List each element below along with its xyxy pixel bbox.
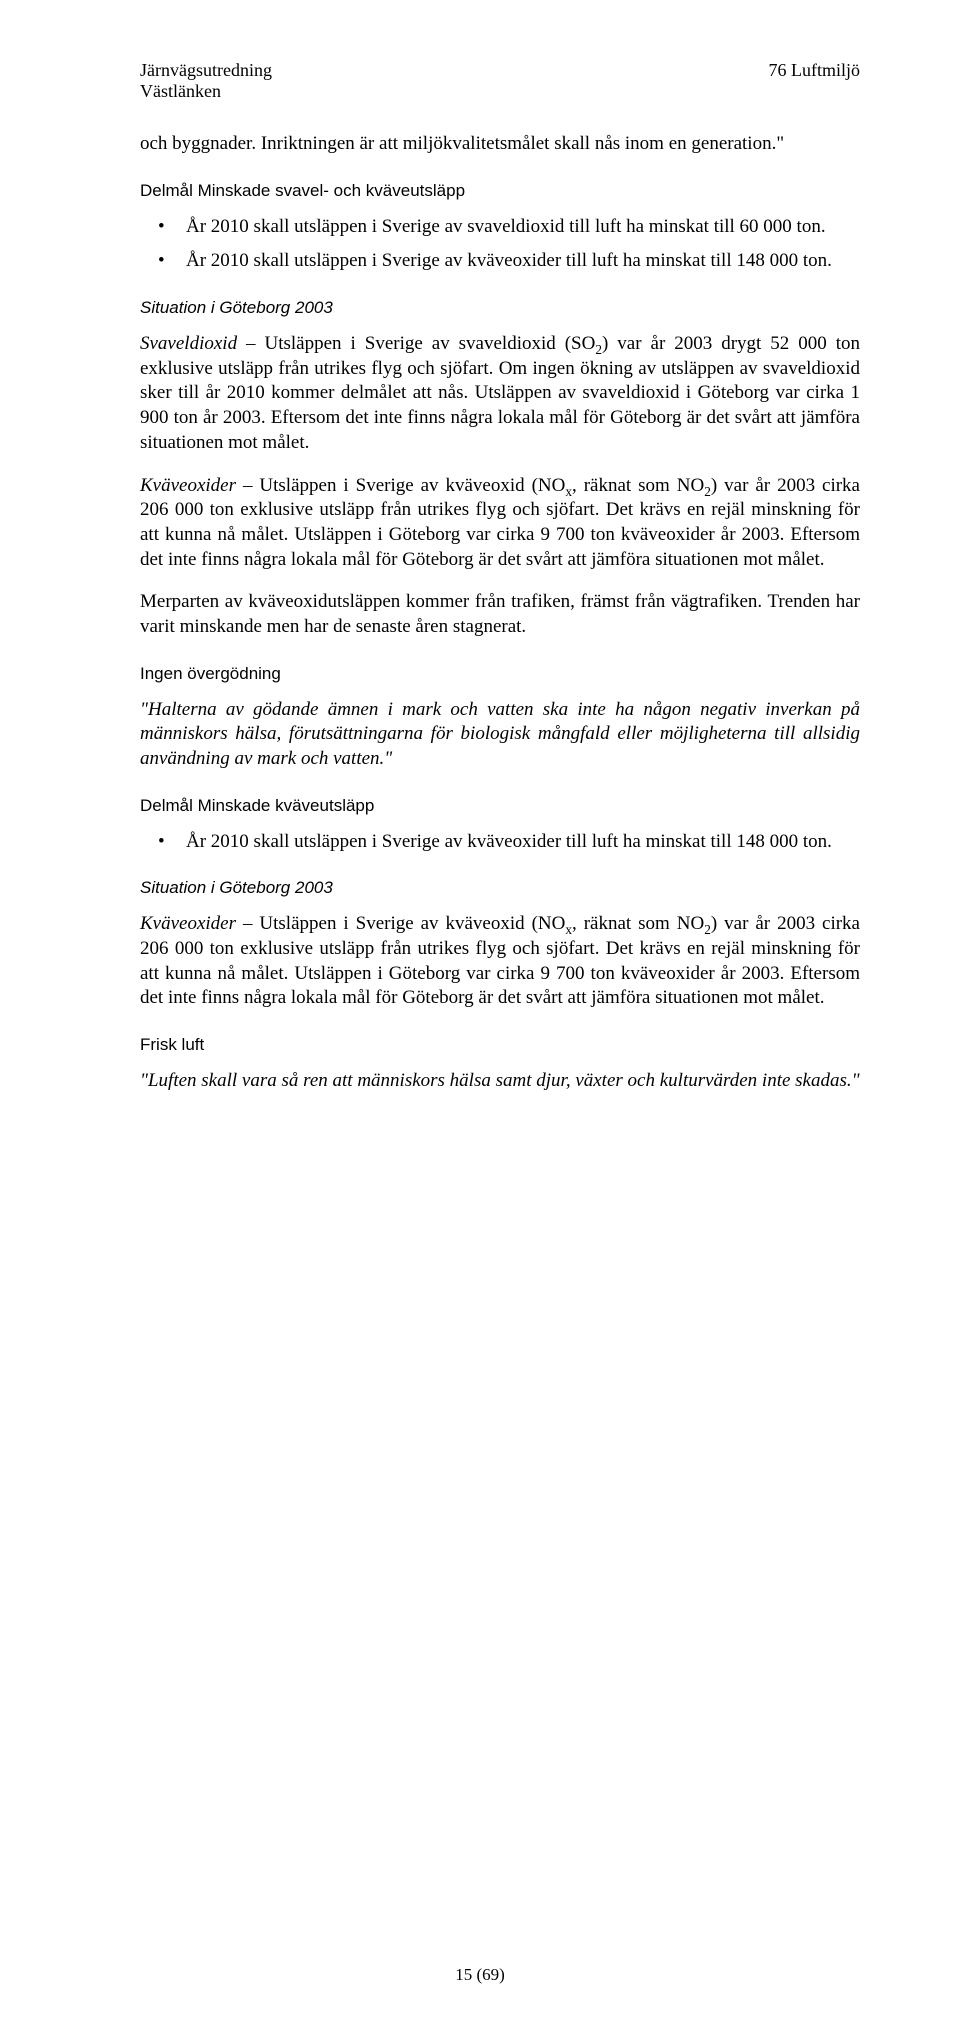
paragraph-svaveldioxid: Svaveldioxid – Utsläppen i Sverige av sv… [140,332,860,455]
subscript: 2 [595,342,602,357]
page-header: Järnvägsutredning Västlänken 76 Luftmilj… [140,60,860,102]
heading-situation-2: Situation i Göteborg 2003 [140,878,860,898]
paragraph-quote-1: "Halterna av gödande ämnen i mark och va… [140,698,860,772]
heading-delmal-kvave: Delmål Minskade kväveutsläpp [140,796,860,816]
document-page: Järnvägsutredning Västlänken 76 Luftmilj… [0,0,960,2025]
term-kvaveoxider: Kväveoxider [140,475,236,496]
heading-frisk-luft: Frisk luft [140,1035,860,1055]
bullet-item: År 2010 skall utsläppen i Sverige av sva… [168,215,860,240]
paragraph-kvaveoxider-2: Kväveoxider – Utsläppen i Sverige av kvä… [140,912,860,1011]
text: – Utsläppen i Sverige av kväveoxid (NO [236,475,565,496]
header-right: 76 Luftmiljö [769,60,861,102]
paragraph-kvaveoxider-1: Kväveoxider – Utsläppen i Sverige av kvä… [140,474,860,573]
term-svaveldioxid: Svaveldioxid [140,333,237,354]
paragraph-1: och byggnader. Inriktningen är att miljö… [140,132,860,157]
subscript: 2 [704,483,711,498]
page-footer: 15 (69) [0,1965,960,1985]
text: – Utsläppen i Sverige av kväveoxid (NO [236,913,565,934]
paragraph-quote-2: "Luften skall vara så ren att människors… [140,1069,860,1094]
text: – Utsläppen i Sverige av svaveldioxid (S… [237,333,595,354]
bullet-list-2: År 2010 skall utsläppen i Sverige av kvä… [140,830,860,855]
paragraph-merparten: Merparten av kväveoxidutsläppen kommer f… [140,590,860,639]
bullet-list-1: År 2010 skall utsläppen i Sverige av sva… [140,215,860,274]
header-left-line2: Västlänken [140,81,221,101]
bullet-item: År 2010 skall utsläppen i Sverige av kvä… [168,249,860,274]
heading-delmal-svavel: Delmål Minskade svavel- och kväveutsläpp [140,181,860,201]
heading-ingen-overgodning: Ingen övergödning [140,664,860,684]
term-kvaveoxider: Kväveoxider [140,913,236,934]
text: , räknat som NO [572,475,704,496]
text: , räknat som NO [572,913,704,934]
header-left-line1: Järnvägsutredning [140,60,272,80]
header-left: Järnvägsutredning Västlänken [140,60,272,102]
bullet-item: År 2010 skall utsläppen i Sverige av kvä… [168,830,860,855]
subscript: 2 [704,922,711,937]
heading-situation-1: Situation i Göteborg 2003 [140,298,860,318]
